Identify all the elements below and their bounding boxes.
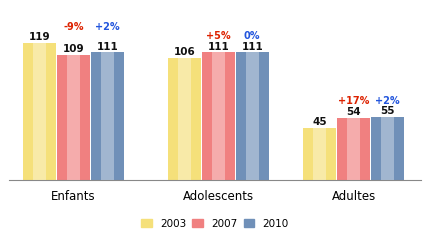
Text: +2%: +2% [375,95,400,105]
Bar [67,56,80,180]
Bar [168,59,201,180]
Text: 0%: 0% [244,31,261,41]
Bar [178,59,191,180]
Bar [23,44,56,180]
Bar [337,118,370,180]
Bar [236,53,269,180]
Text: -9%: -9% [63,22,84,32]
Text: 54: 54 [347,106,361,117]
Text: 55: 55 [380,106,395,116]
Text: 109: 109 [63,44,84,54]
Bar [303,128,336,180]
Bar [202,53,235,180]
Text: 111: 111 [96,42,118,51]
Text: 45: 45 [313,117,327,127]
Text: 111: 111 [241,42,263,51]
Bar [381,117,394,180]
Text: 111: 111 [208,42,229,51]
Text: +5%: +5% [206,31,231,41]
Text: 119: 119 [29,32,51,42]
Text: +2%: +2% [95,22,120,32]
Bar [212,53,225,180]
Legend: 2003, 2007, 2010: 2003, 2007, 2010 [137,214,293,233]
Bar [371,117,404,180]
Text: +17%: +17% [338,95,369,105]
Bar [57,56,90,180]
Bar [33,44,46,180]
Bar [313,128,326,180]
Bar [101,53,114,180]
Bar [246,53,259,180]
Text: 106: 106 [174,47,195,57]
Bar [347,118,360,180]
Bar [91,53,124,180]
